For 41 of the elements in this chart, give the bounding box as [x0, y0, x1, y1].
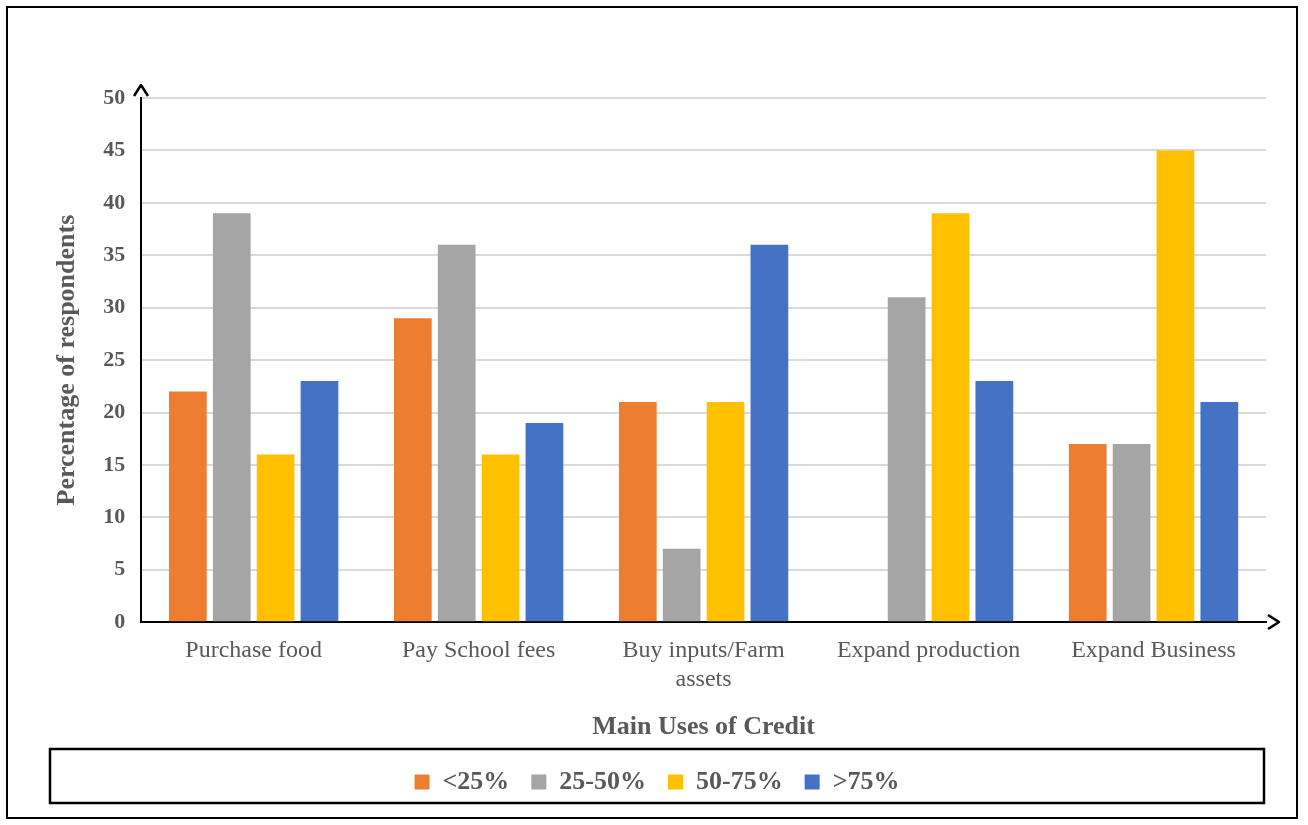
y-tick-label: 20 [103, 398, 126, 424]
y-axis-title: Percentage of respondents [51, 214, 81, 506]
bar [300, 381, 339, 622]
legend-label: <25% [442, 765, 510, 795]
legend-label: 25-50% [559, 765, 647, 795]
x-tick-label: Buy inputs/Farm assets [622, 635, 785, 691]
bar [750, 244, 789, 622]
bar [706, 402, 745, 622]
bar [662, 548, 701, 622]
bar [931, 213, 970, 622]
x-tick-label: Expand production [836, 635, 1021, 662]
y-tick-label: 5 [114, 555, 126, 581]
bar [1156, 150, 1195, 622]
bar [525, 423, 564, 622]
bar [481, 454, 520, 622]
legend-label: >75% [832, 765, 900, 795]
bar [1200, 402, 1239, 622]
bar [1068, 443, 1107, 622]
y-tick-label: 40 [103, 188, 126, 214]
y-tick-label: 25 [103, 345, 126, 371]
bar [1112, 443, 1151, 622]
y-tick-label: 10 [103, 503, 126, 529]
y-tick-label: 45 [103, 136, 126, 162]
y-tick-label: 15 [103, 450, 126, 476]
x-tick-label: Purchase food [185, 635, 322, 662]
x-axis-title: Main Uses of Credit [592, 711, 816, 741]
bar [437, 244, 476, 622]
bar [887, 297, 926, 622]
y-tick-label: 35 [103, 240, 126, 266]
bar [169, 391, 207, 622]
x-tick-label: Expand Business [1071, 635, 1236, 662]
bar [393, 318, 432, 622]
x-tick-label: Pay School fees [401, 635, 556, 662]
bar [618, 402, 657, 622]
legend-label: 50-75% [696, 765, 783, 795]
bar [975, 381, 1014, 622]
y-tick-label: 0 [114, 607, 126, 633]
bar [256, 454, 295, 622]
y-tick-label: 50 [103, 83, 126, 109]
y-tick-label: 30 [103, 293, 126, 319]
bar [212, 213, 251, 622]
